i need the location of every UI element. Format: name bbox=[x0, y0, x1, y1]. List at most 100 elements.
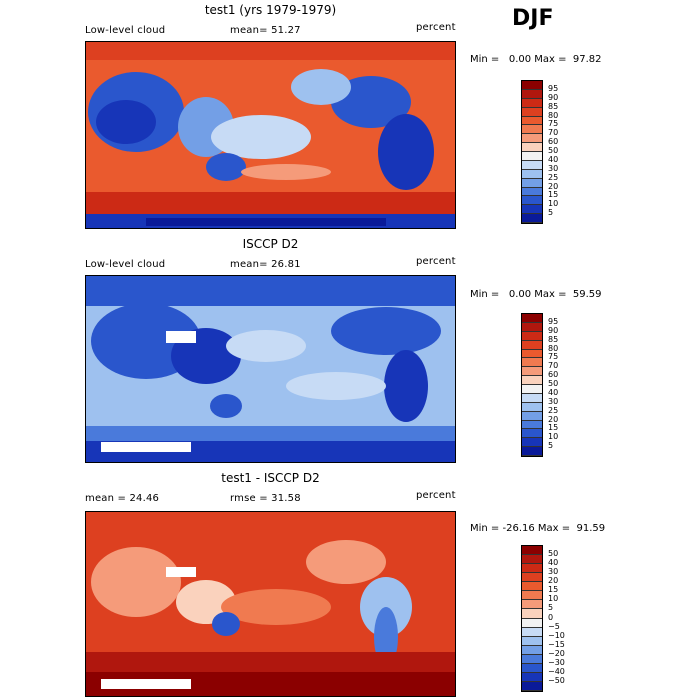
panel-3-rmse-label: rmse = 31.58 bbox=[230, 493, 301, 504]
colorbar-swatch bbox=[522, 447, 542, 456]
colorbar-tick-label: −20 bbox=[548, 648, 565, 658]
colorbar-swatch bbox=[522, 645, 542, 655]
colorbar-swatch bbox=[522, 178, 542, 188]
colorbar-swatch bbox=[522, 681, 542, 691]
colorbar-swatch bbox=[522, 214, 542, 223]
colorbar-tick-label: 30 bbox=[548, 567, 559, 577]
colorbar-swatch bbox=[522, 116, 542, 126]
panel-3-map bbox=[85, 511, 456, 697]
colorbar-tick-label: −5 bbox=[548, 621, 560, 631]
panel-1-map bbox=[85, 41, 456, 229]
panel-3-minmax: Min = -26.16 Max = 91.59 bbox=[470, 523, 606, 534]
colorbar-swatch bbox=[522, 322, 542, 332]
colorbar-swatch bbox=[522, 367, 542, 377]
colorbar-swatch bbox=[522, 98, 542, 108]
panel-2-variable-label: Low-level cloud bbox=[85, 259, 166, 270]
colorbar-swatch bbox=[522, 143, 542, 152]
colorbar-tick-label: 30 bbox=[548, 163, 559, 173]
colorbar-swatch bbox=[522, 160, 542, 170]
colorbar-swatch bbox=[522, 152, 542, 161]
colorbar-tick-label: 85 bbox=[548, 334, 559, 344]
panel-1-colorbar bbox=[521, 80, 543, 224]
colorbar-tick-label: 40 bbox=[548, 387, 559, 397]
panel-1-variable-label: Low-level cloud bbox=[85, 25, 166, 36]
colorbar-tick-label: 40 bbox=[548, 154, 559, 164]
colorbar-tick-label: 0 bbox=[548, 612, 554, 622]
panel-3-units-label: percent bbox=[416, 490, 456, 501]
colorbar-swatch bbox=[522, 600, 542, 610]
colorbar-tick-label: −30 bbox=[548, 657, 565, 667]
panel-1-title: test1 (yrs 1979-1979) bbox=[204, 3, 337, 17]
colorbar-swatch bbox=[522, 573, 542, 583]
colorbar-tick-label: 25 bbox=[548, 405, 559, 415]
colorbar-tick-label: 80 bbox=[548, 343, 559, 353]
colorbar-tick-label: 15 bbox=[548, 585, 559, 595]
colorbar-swatch bbox=[522, 81, 542, 90]
colorbar-tick-label: 60 bbox=[548, 137, 559, 147]
colorbar-swatch bbox=[522, 636, 542, 646]
panel-1-mean-label: mean= 51.27 bbox=[230, 25, 301, 36]
colorbar-tick-label: 30 bbox=[548, 396, 559, 406]
colorbar-swatch bbox=[522, 402, 542, 412]
colorbar-swatch bbox=[522, 555, 542, 565]
colorbar-swatch bbox=[522, 420, 542, 430]
colorbar-tick-label: 50 bbox=[548, 379, 559, 388]
colorbar-swatch bbox=[522, 609, 542, 619]
colorbar-tick-label: 5 bbox=[548, 603, 554, 613]
colorbar-tick-label: 70 bbox=[548, 128, 559, 138]
colorbar-tick-label: 80 bbox=[548, 110, 559, 120]
colorbar-tick-label: 5 bbox=[548, 208, 554, 218]
colorbar-tick-label: 20 bbox=[548, 414, 559, 424]
colorbar-swatch bbox=[522, 187, 542, 197]
colorbar-swatch bbox=[522, 376, 542, 385]
colorbar-swatch bbox=[522, 627, 542, 637]
colorbar-swatch bbox=[522, 358, 542, 368]
colorbar-swatch bbox=[522, 205, 542, 215]
panel-2-units-label: percent bbox=[416, 256, 456, 267]
colorbar-swatch bbox=[522, 125, 542, 135]
colorbar-tick-label: 5 bbox=[548, 441, 554, 451]
colorbar-swatch bbox=[522, 546, 542, 556]
colorbar-swatch bbox=[522, 672, 542, 682]
colorbar-tick-label: 95 bbox=[548, 83, 559, 93]
colorbar-swatch bbox=[522, 331, 542, 341]
colorbar-tick-label: 50 bbox=[548, 146, 559, 155]
colorbar-swatch bbox=[522, 169, 542, 179]
colorbar-tick-label: 90 bbox=[548, 325, 559, 335]
panel-2-minmax: Min = 0.00 Max = 59.59 bbox=[470, 289, 602, 300]
colorbar-tick-label: −10 bbox=[548, 630, 565, 640]
colorbar-tick-label: 20 bbox=[548, 576, 559, 586]
colorbar-tick-label: 50 bbox=[548, 549, 559, 559]
colorbar-swatch bbox=[522, 385, 542, 394]
colorbar-swatch bbox=[522, 429, 542, 439]
colorbar-tick-label: 70 bbox=[548, 361, 559, 371]
colorbar-tick-label: 95 bbox=[548, 316, 559, 326]
panel-3-colorbar bbox=[521, 545, 543, 692]
colorbar-tick-label: −40 bbox=[548, 666, 565, 676]
colorbar-swatch bbox=[522, 618, 542, 628]
colorbar-swatch bbox=[522, 107, 542, 117]
colorbar-tick-label: 85 bbox=[548, 101, 559, 111]
colorbar-swatch bbox=[522, 591, 542, 601]
colorbar-tick-label: 25 bbox=[548, 172, 559, 182]
colorbar-swatch bbox=[522, 340, 542, 350]
colorbar-swatch bbox=[522, 134, 542, 144]
season-label: DJF bbox=[512, 6, 554, 31]
colorbar-tick-label: 60 bbox=[548, 370, 559, 380]
colorbar-swatch bbox=[522, 654, 542, 664]
colorbar-tick-label: −15 bbox=[548, 639, 565, 649]
colorbar-swatch bbox=[522, 438, 542, 448]
colorbar-tick-label: 10 bbox=[548, 199, 559, 209]
colorbar-tick-label: 75 bbox=[548, 352, 559, 362]
panel-2-map bbox=[85, 275, 456, 463]
colorbar-swatch bbox=[522, 349, 542, 359]
colorbar-tick-label: 15 bbox=[548, 423, 559, 433]
colorbar-swatch bbox=[522, 663, 542, 673]
panel-3-title: test1 - ISCCP D2 bbox=[221, 471, 320, 485]
colorbar-swatch bbox=[522, 411, 542, 421]
panel-1-minmax: Min = 0.00 Max = 97.82 bbox=[470, 54, 602, 65]
colorbar-tick-label: 90 bbox=[548, 92, 559, 102]
panel-2-mean-label: mean= 26.81 bbox=[230, 259, 301, 270]
panel-2-colorbar bbox=[521, 313, 543, 457]
colorbar-tick-label: 75 bbox=[548, 119, 559, 129]
